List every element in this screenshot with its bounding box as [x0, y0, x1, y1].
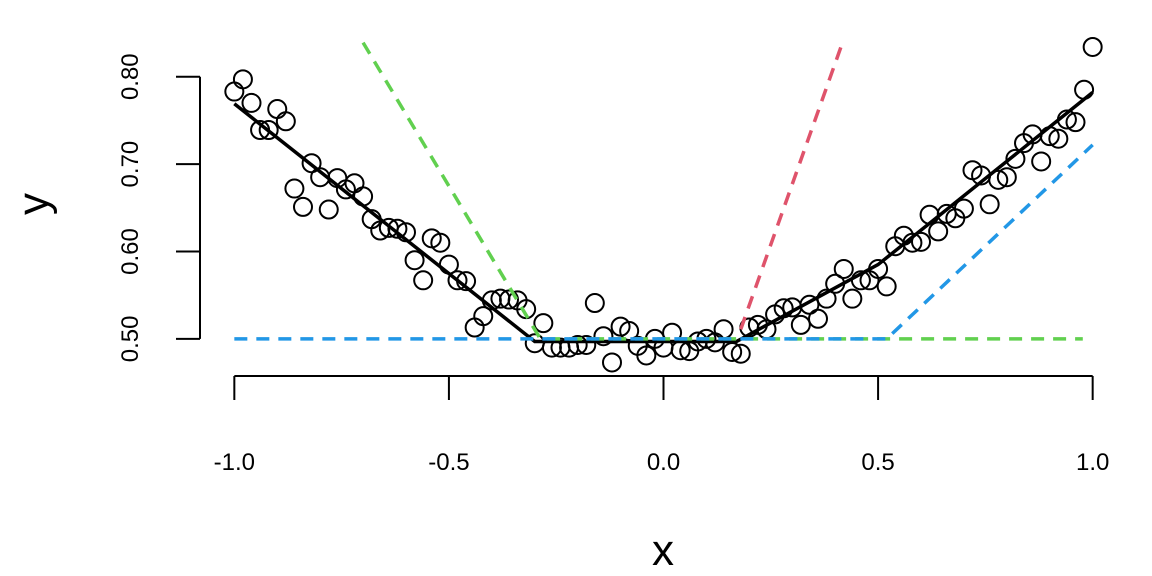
data-point	[473, 306, 494, 327]
data-point	[387, 218, 408, 239]
data-point	[602, 352, 622, 373]
data-point	[284, 178, 305, 199]
fit-line	[739, 38, 846, 330]
data-point	[953, 198, 974, 219]
y-tick-label: 0.60	[117, 228, 144, 275]
data-point	[584, 293, 605, 314]
data-point	[413, 270, 434, 291]
y-tick-label: 0.70	[117, 141, 144, 188]
data-point	[232, 69, 253, 90]
y-tick-label: 0.80	[117, 53, 144, 100]
data-point	[241, 92, 262, 113]
fit-line	[361, 41, 1083, 341]
data-point	[1005, 148, 1026, 169]
x-tick-label: 0.0	[647, 449, 680, 476]
data-point	[1082, 36, 1103, 57]
data-point	[833, 258, 854, 279]
data-point	[533, 313, 554, 334]
data-point	[790, 314, 811, 335]
data-point	[911, 231, 931, 252]
data-point	[593, 326, 614, 347]
x-tick-label: -0.5	[428, 449, 469, 476]
y-tick-label: 0.50	[117, 316, 144, 363]
x-axis-label: x	[652, 526, 674, 575]
x-tick-label: 0.5	[861, 449, 894, 476]
data-point	[979, 194, 1000, 215]
data-point	[430, 232, 451, 253]
data-point	[258, 120, 279, 141]
data-point	[499, 289, 519, 310]
data-point	[876, 276, 897, 297]
x-tick-label: 1.0	[1076, 449, 1109, 476]
data-point	[842, 288, 863, 309]
data-point	[567, 334, 588, 355]
data-point	[988, 169, 1009, 190]
data-point	[447, 270, 468, 291]
fit-line	[234, 143, 1094, 341]
data-point	[224, 81, 245, 102]
data-point	[275, 111, 296, 132]
data-point	[730, 343, 751, 364]
data-point	[636, 345, 657, 366]
data-point	[318, 199, 339, 220]
x-tick-label: -1.0	[214, 449, 255, 476]
data-point	[267, 99, 288, 120]
data-point	[713, 319, 734, 340]
data-point	[576, 334, 597, 355]
data-point	[293, 196, 313, 217]
y-axis-label: y	[9, 193, 58, 215]
data-point	[996, 167, 1017, 188]
data-point	[404, 250, 425, 271]
data-point	[1065, 112, 1086, 133]
data-point	[928, 221, 949, 242]
data-point	[1031, 151, 1052, 172]
data-point	[1048, 128, 1069, 149]
fit-line	[233, 91, 1094, 344]
data-point	[808, 308, 828, 329]
